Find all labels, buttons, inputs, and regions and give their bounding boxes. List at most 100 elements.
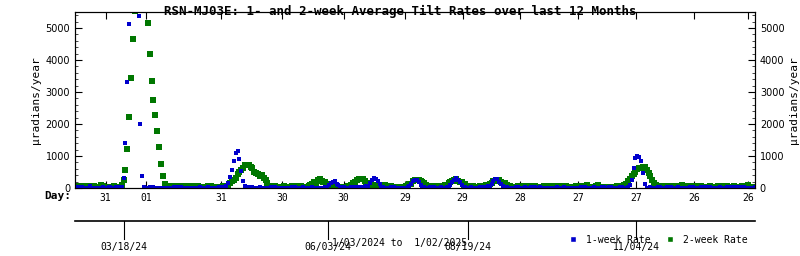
Point (198, 186, 210, 190)
Point (466, 186, 479, 190)
Point (462, 185, 475, 189)
Point (182, 186, 195, 190)
Y-axis label: μradians/year: μradians/year (789, 56, 798, 144)
Point (702, 186, 714, 190)
Point (74, 184, 87, 188)
Point (543, 184, 556, 188)
Point (270, 185, 283, 189)
Point (706, 186, 718, 190)
Point (115, 185, 128, 189)
Point (218, 185, 231, 189)
Point (538, 184, 550, 188)
Point (378, 186, 391, 190)
Point (462, 185, 475, 189)
Point (665, 185, 678, 189)
Point (274, 186, 287, 190)
Point (401, 185, 414, 189)
Point (522, 186, 535, 190)
Point (414, 183, 427, 187)
Point (254, 174, 266, 178)
Point (749, 185, 762, 189)
Text: RSN-MJ03E: 1- and 2-week Average Tilt Rates over last 12 Months: RSN-MJ03E: 1- and 2-week Average Tilt Ra… (164, 5, 636, 18)
Point (605, 185, 618, 189)
Point (536, 185, 549, 189)
Point (382, 184, 395, 188)
Point (444, 180, 457, 184)
Point (674, 186, 686, 190)
Point (93, 185, 106, 189)
Point (104, 185, 117, 189)
Point (558, 185, 571, 189)
Point (91, 186, 104, 190)
Point (241, 185, 254, 189)
Point (506, 185, 518, 189)
Point (448, 178, 461, 182)
Point (168, 184, 181, 188)
Point (213, 185, 226, 189)
Point (94, 186, 107, 190)
Point (612, 185, 625, 189)
Point (603, 185, 616, 189)
Point (231, 172, 244, 176)
Point (418, 181, 430, 185)
Point (482, 184, 494, 188)
Point (508, 186, 521, 190)
Point (423, 185, 436, 189)
Point (139, 186, 152, 190)
Point (670, 186, 683, 190)
Point (498, 181, 511, 185)
Point (650, 186, 662, 190)
Point (381, 184, 394, 188)
Point (325, 181, 338, 185)
Point (244, 165, 257, 169)
Text: 08/19/24: 08/19/24 (445, 242, 491, 252)
Point (634, 159, 647, 164)
Point (696, 186, 709, 190)
Point (80, 184, 93, 188)
Point (566, 186, 578, 190)
Point (438, 184, 451, 188)
Point (553, 186, 566, 190)
Point (485, 182, 498, 186)
Point (732, 186, 745, 190)
Point (683, 186, 696, 190)
Y-axis label: μradians/year: μradians/year (31, 56, 42, 144)
Point (678, 186, 690, 190)
Point (707, 185, 720, 189)
Point (420, 186, 433, 190)
Point (332, 183, 345, 187)
Point (110, 186, 122, 190)
Point (370, 177, 382, 181)
Point (266, 185, 279, 189)
Point (575, 185, 588, 189)
Point (360, 184, 373, 188)
Point (278, 186, 290, 190)
Point (174, 184, 186, 188)
Point (226, 179, 238, 184)
Point (164, 186, 177, 190)
Point (530, 186, 543, 190)
Point (339, 186, 352, 190)
Point (416, 185, 429, 189)
Point (702, 186, 714, 190)
Point (192, 186, 205, 190)
Point (255, 185, 268, 189)
Point (274, 185, 287, 189)
Point (612, 186, 625, 190)
Point (590, 186, 602, 190)
Point (222, 184, 234, 188)
Point (100, 185, 113, 189)
Point (595, 186, 608, 190)
Point (474, 184, 486, 188)
Point (399, 184, 412, 188)
Point (543, 186, 556, 190)
Point (588, 185, 601, 189)
Point (494, 180, 507, 184)
Point (746, 186, 759, 190)
Point (102, 185, 115, 189)
Point (640, 186, 653, 190)
Point (724, 185, 737, 189)
Point (536, 186, 549, 190)
Point (311, 178, 324, 182)
Point (437, 186, 450, 190)
